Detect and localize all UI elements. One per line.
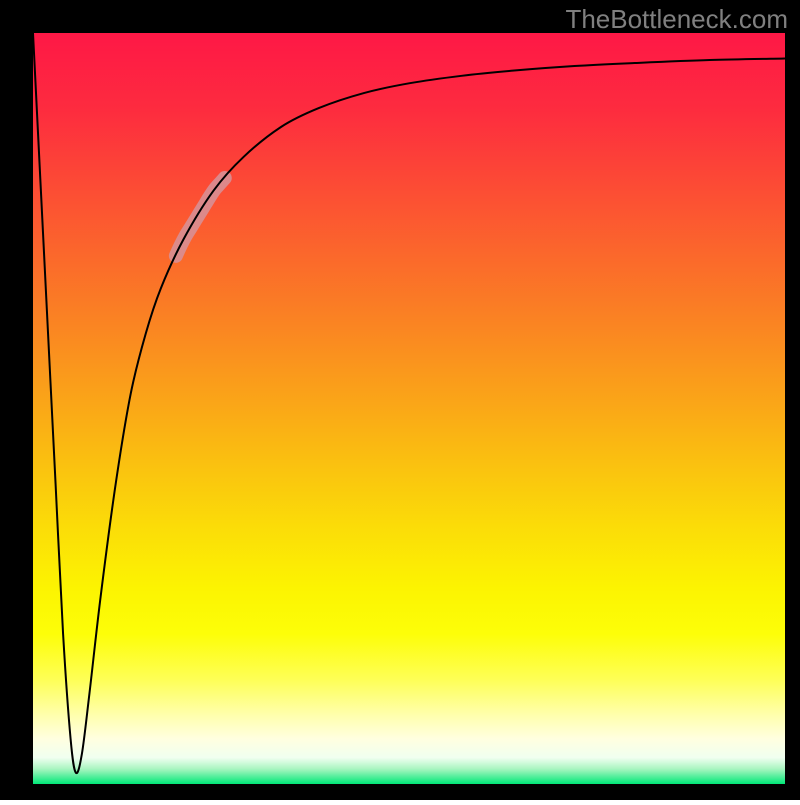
border-left (0, 0, 33, 800)
gradient-background (33, 33, 785, 784)
border-right (785, 0, 800, 800)
bottleneck-chart (0, 0, 800, 800)
watermark-text: TheBottleneck.com (565, 4, 788, 35)
chart-container: TheBottleneck.com (0, 0, 800, 800)
border-bottom (0, 784, 800, 800)
